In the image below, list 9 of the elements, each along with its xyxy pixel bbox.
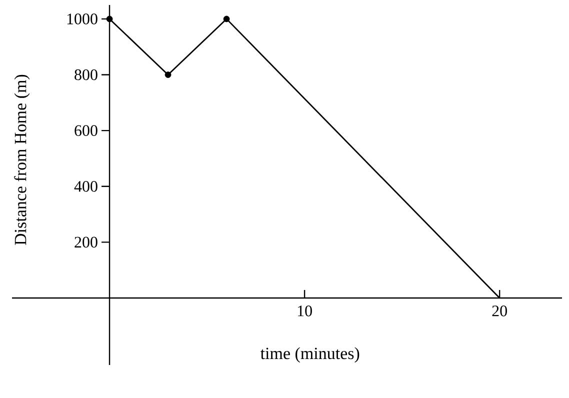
y-tick-label: 400: [74, 180, 98, 192]
x-tick-label: 20: [492, 306, 507, 316]
y-axis-title: Distance from Home (m): [14, 74, 30, 245]
y-tick-label: 800: [74, 69, 98, 80]
y-tick-label: 600: [74, 125, 98, 136]
x-tick-label: 10: [298, 306, 312, 316]
y-tick-label: 200: [74, 236, 98, 248]
y-tick-label: 1000: [67, 14, 98, 24]
x-axis-title: time (minutes): [260, 347, 360, 363]
